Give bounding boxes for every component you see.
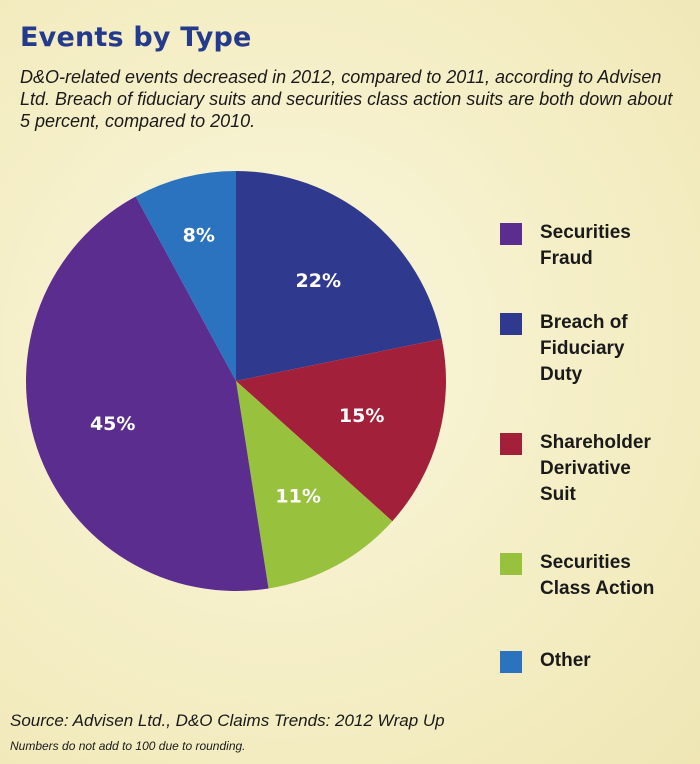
legend-item: Other: [500, 648, 591, 674]
legend-item: Shareholder Derivative Suit: [500, 430, 651, 508]
legend-item: Breach of Fiduciary Duty: [500, 310, 628, 388]
slice-label: 15%: [339, 405, 384, 427]
legend-label: Breach of Fiduciary Duty: [540, 312, 628, 385]
pie-slice-securities-fraud: [25, 196, 269, 592]
chart-subtitle: D&O-related events decreased in 2012, co…: [20, 67, 673, 131]
pie-chart: 22% 15% 11% 45% 8%: [25, 171, 446, 592]
pie-slice-other: [135, 171, 236, 381]
legend-label: Shareholder Derivative Suit: [540, 432, 651, 505]
legend-item: Securities Class Action: [500, 550, 654, 602]
slice-label: 22%: [296, 270, 341, 292]
pie-slice-securities-class-action: [236, 381, 393, 589]
slice-label: 45%: [90, 413, 135, 435]
slice-label: 11%: [275, 485, 320, 507]
slice-label: 8%: [183, 224, 215, 246]
pie-slice-breach-of-fiduciary-duty: [236, 171, 442, 381]
legend-label: Securities Fraud: [540, 222, 631, 269]
legend-label: Securities Class Action: [540, 552, 655, 599]
legend-swatch: [500, 651, 522, 673]
legend-item: Securities Fraud: [500, 220, 631, 272]
chart-title: Events by Type: [20, 22, 252, 53]
legend-swatch: [500, 553, 522, 575]
rounding-note: Numbers do not add to 100 due to roundin…: [10, 739, 246, 753]
legend-label: Other: [540, 650, 591, 671]
legend-swatch: [500, 223, 522, 245]
source-note: Source: Advisen Ltd., D&O Claims Trends:…: [10, 711, 445, 730]
pie-slice-shareholder-derivative-suit: [236, 338, 446, 522]
legend-swatch: [500, 433, 522, 455]
legend-swatch: [500, 313, 522, 335]
